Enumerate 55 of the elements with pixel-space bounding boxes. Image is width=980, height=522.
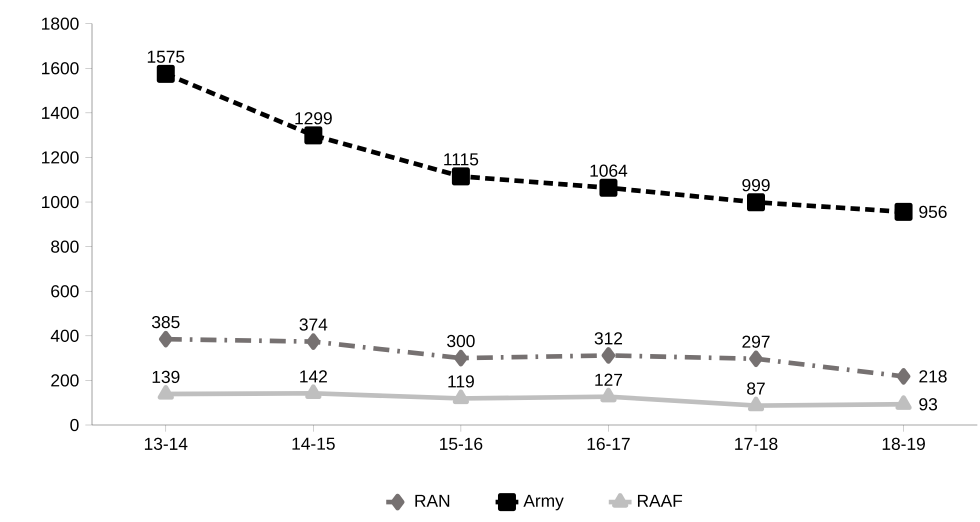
data-label: 87: [747, 382, 765, 395]
legend-label: Army: [523, 494, 564, 510]
x-tick-label: 15-16: [440, 438, 482, 450]
data-label: 1299: [295, 112, 332, 124]
point: [894, 202, 913, 221]
point: [896, 368, 910, 385]
y-tick-label: 1200: [42, 151, 79, 164]
point: [599, 178, 618, 197]
x-tick-label: 14-15: [292, 438, 335, 450]
data-label: 312: [594, 332, 622, 344]
point: [452, 389, 470, 404]
data-label: 374: [300, 318, 328, 331]
point: [602, 347, 616, 364]
point: [158, 330, 173, 348]
data-label: 999: [742, 179, 770, 192]
y-tick-label: 1400: [42, 106, 79, 119]
x-tick-label: 18-19: [882, 438, 925, 450]
point: [306, 333, 320, 350]
data-label: 1575: [148, 50, 184, 63]
point: [156, 64, 175, 83]
legend-label: RAN: [415, 494, 450, 507]
y-tick-label: 200: [51, 374, 79, 387]
y-tick-label: 1800: [42, 18, 79, 30]
data-label: 297: [742, 336, 770, 348]
data-label: 1115: [444, 153, 478, 166]
legend-label: RAAF: [638, 494, 682, 507]
point: [895, 395, 912, 410]
data-label: 119: [448, 375, 474, 388]
x-tick-label: 13-14: [144, 438, 188, 450]
point: [305, 384, 322, 400]
x-tick-label: 16-17: [588, 438, 630, 450]
data-label: 93: [919, 398, 938, 410]
y-tick-label: 1000: [42, 196, 79, 208]
data-label: 139: [152, 370, 180, 384]
y-tick-label: 800: [51, 240, 79, 253]
point: [454, 350, 468, 366]
y-tick-label: 400: [50, 330, 79, 342]
point: [749, 350, 763, 368]
data-label: 1064: [590, 164, 628, 177]
y-tick-label: 600: [51, 285, 79, 298]
point: [452, 167, 470, 186]
y-tick-label: 0: [70, 418, 79, 432]
data-label: 956: [919, 206, 947, 218]
y-tick-label: 1600: [42, 62, 79, 74]
data-label: 218: [919, 370, 947, 383]
data-label: 300: [447, 334, 475, 348]
point: [600, 388, 617, 402]
data-label: 385: [152, 316, 180, 328]
data-label: 142: [300, 370, 327, 382]
point: [304, 126, 322, 144]
point: [158, 385, 174, 400]
x-tick-label: 17-18: [735, 438, 778, 450]
data-label: 127: [595, 374, 622, 386]
point: [747, 193, 766, 212]
point: [748, 396, 764, 412]
